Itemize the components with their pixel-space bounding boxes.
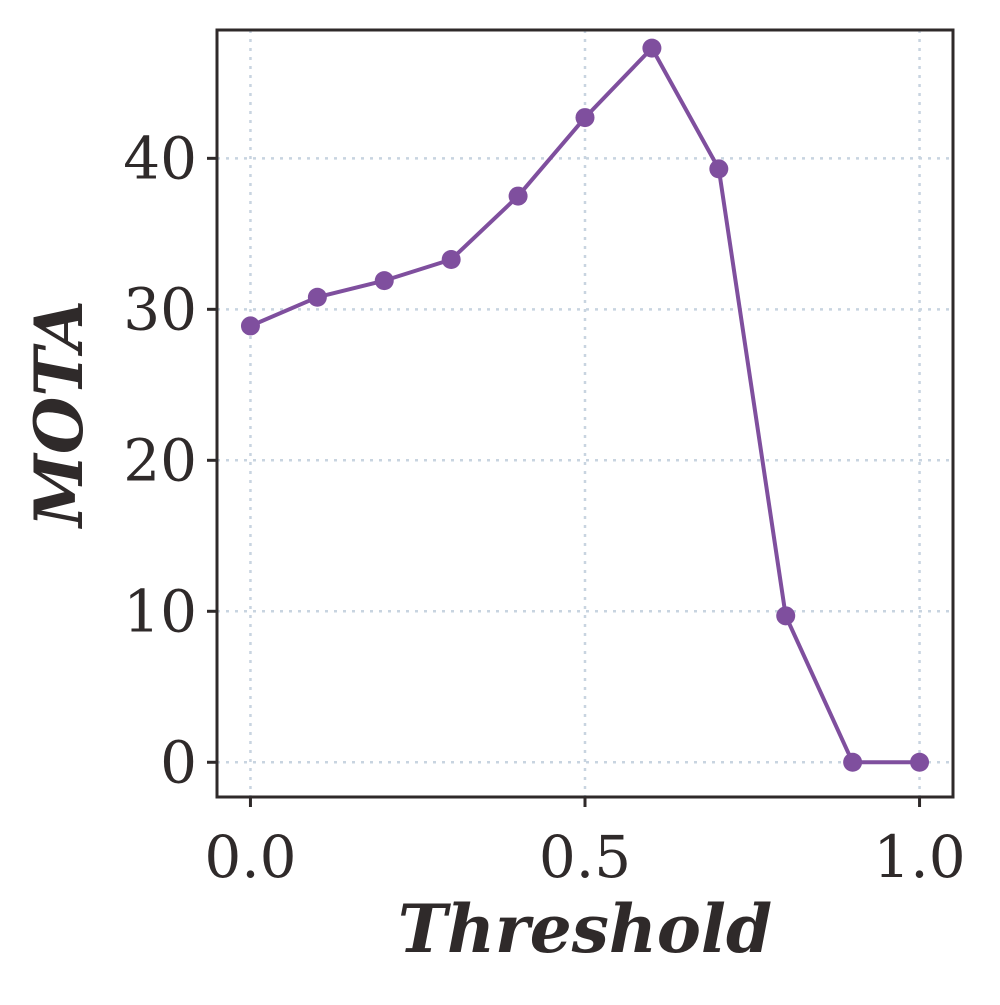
data-point: [709, 159, 729, 179]
x-axis-title: Threshold: [398, 890, 772, 968]
series-layer: [240, 38, 930, 772]
data-point: [307, 287, 327, 307]
x-tick-label: 1.0: [873, 823, 965, 891]
data-point: [843, 752, 863, 772]
data-point: [776, 606, 796, 626]
x-tick-label: 0.5: [539, 823, 631, 891]
y-tick-label: 20: [123, 426, 197, 494]
y-tick-label: 40: [123, 124, 197, 192]
grid: [217, 30, 953, 797]
data-point: [642, 38, 662, 58]
y-axis-title: MOTA: [20, 300, 98, 529]
y-tick-label: 10: [123, 577, 197, 645]
x-tick-label: 0.0: [204, 823, 296, 891]
data-point: [508, 186, 528, 206]
data-point: [240, 316, 260, 336]
y-tick-label: 30: [123, 275, 197, 343]
series-line: [249, 46, 920, 765]
data-point: [374, 271, 394, 291]
plot-frame: [215, 28, 955, 799]
ticks: 0.0 0.5 1.0 0 10 20 30 40: [123, 124, 965, 891]
y-tick-label: 0: [160, 728, 197, 796]
data-point: [575, 108, 595, 128]
data-point: [441, 249, 461, 269]
data-point: [910, 752, 930, 772]
